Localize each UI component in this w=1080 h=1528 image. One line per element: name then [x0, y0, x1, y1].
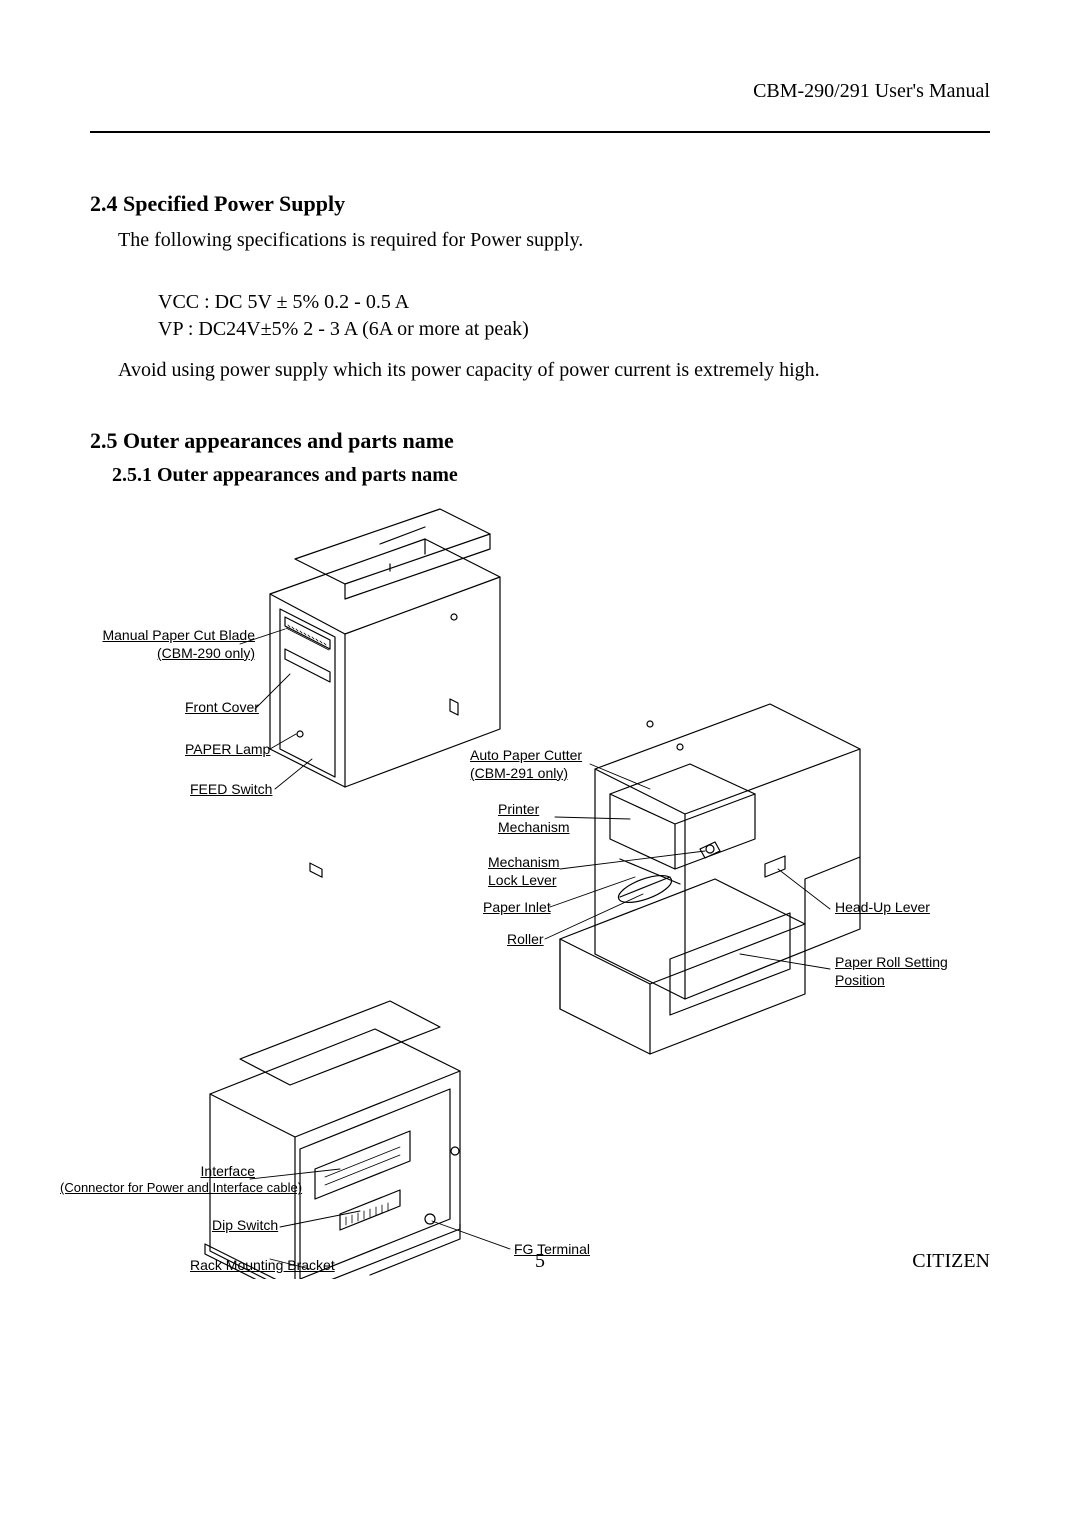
page-footer: 5 CITIZEN	[90, 1250, 990, 1273]
section-2-4-heading: 2.4 Specified Power Supply	[90, 191, 990, 217]
section-2-5-1-heading: 2.5.1 Outer appearances and parts name	[112, 464, 990, 487]
label-feed-switch: FEED Switch	[190, 781, 272, 799]
header-doc-title: CBM-290/291 User's Manual	[90, 80, 990, 103]
section-2-4-intro: The following specifications is required…	[118, 225, 990, 255]
label-paper-roll-setting: Paper Roll Setting Position	[835, 954, 948, 989]
figure-area: Manual Paper Cut Blade (CBM-290 only) Fr…	[90, 499, 990, 1279]
label-paper-inlet: Paper Inlet	[483, 899, 551, 917]
label-manual-paper-cut-blade: Manual Paper Cut Blade (CBM-290 only)	[100, 627, 255, 662]
label-paper-lamp: PAPER Lamp	[185, 741, 270, 759]
label-head-up-lever: Head-Up Lever	[835, 899, 930, 917]
label-printer-mechanism: Printer Mechanism	[498, 801, 570, 836]
printer-front-iso	[90, 499, 990, 1279]
label-dip-switch: Dip Switch	[212, 1217, 278, 1235]
label-interface: Interface	[90, 1163, 255, 1181]
footer-brand: CITIZEN	[912, 1250, 990, 1273]
spec-vp: VP : DC24V±5% 2 - 3 A (6A or more at pea…	[158, 318, 990, 341]
page-number: 5	[90, 1250, 990, 1273]
label-auto-paper-cutter: Auto Paper Cutter (CBM-291 only)	[470, 747, 582, 782]
section-2-5-heading: 2.5 Outer appearances and parts name	[90, 428, 990, 454]
spec-block: VCC : DC 5V ± 5% 0.2 - 0.5 A VP : DC24V±…	[90, 291, 990, 341]
label-mechanism-lock-lever: Mechanism Lock Lever	[488, 854, 560, 889]
section-2-4-avoid: Avoid using power supply which its power…	[118, 359, 990, 382]
label-interface-sub: (Connector for Power and Interface cable…	[60, 1180, 410, 1196]
header-rule	[90, 131, 990, 133]
spec-vcc: VCC : DC 5V ± 5% 0.2 - 0.5 A	[158, 291, 990, 314]
label-front-cover: Front Cover	[185, 699, 259, 717]
page-content: CBM-290/291 User's Manual 2.4 Specified …	[90, 80, 990, 1279]
label-roller: Roller	[507, 931, 544, 949]
